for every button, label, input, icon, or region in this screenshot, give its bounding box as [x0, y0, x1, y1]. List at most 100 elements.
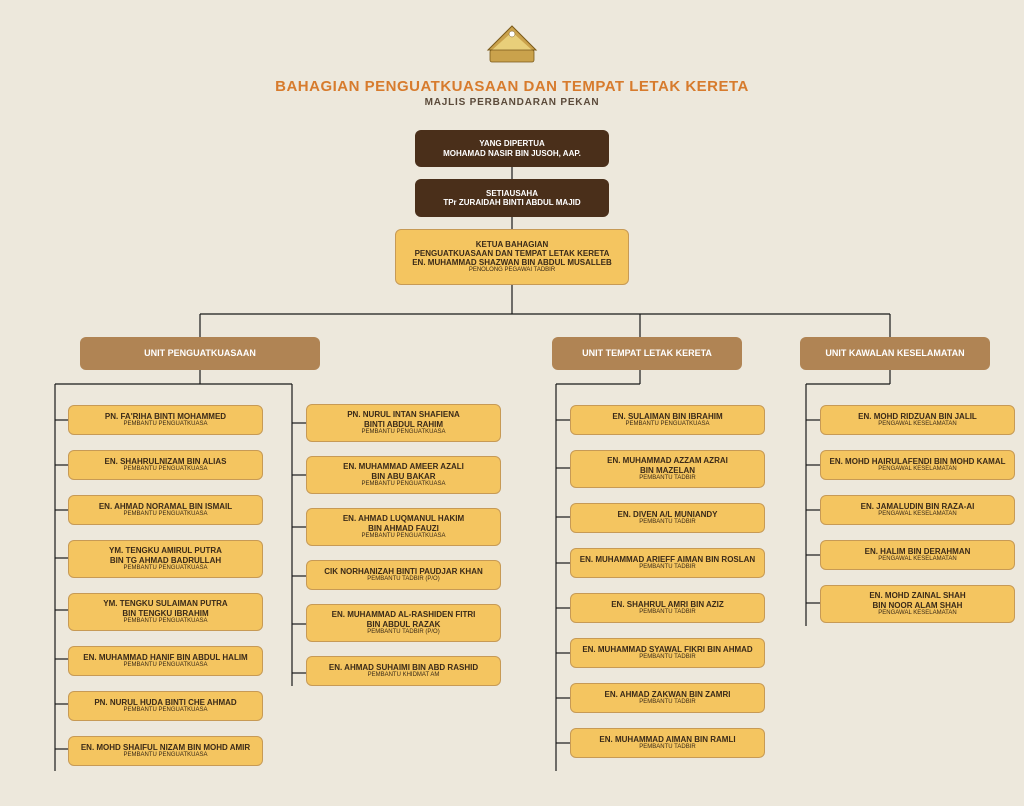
person-node: EN. DIVEN A/L MUNIANDYPEMBANTU TADBIR: [570, 503, 765, 533]
head-role: PENOLONG PEGAWAI TADBIR: [469, 267, 555, 274]
person-name: EN. MUHAMMAD SYAWAL FIKRI BIN AHMAD: [582, 645, 752, 654]
person-role: PEMBANTU TADBIR: [639, 744, 695, 751]
node-head: KETUA BAHAGIAN PENGUATKUASAAN DAN TEMPAT…: [395, 229, 629, 285]
person-name-2: BIN TENGKU IBRAHIM: [122, 609, 208, 618]
person-name: EN. SHAHRUL AMRI BIN AZIZ: [611, 600, 724, 609]
person-node: CIK NORHANIZAH BINTI PAUDJAR KHANPEMBANT…: [306, 560, 501, 590]
person-role: PEMBANTU PENGUATKUASA: [124, 707, 208, 714]
person-node: EN. MUHAMMAD ARIEFF AIMAN BIN ROSLANPEMB…: [570, 548, 765, 578]
person-node: EN. MUHAMMAD SYAWAL FIKRI BIN AHMADPEMBA…: [570, 638, 765, 668]
person-role: PEMBANTU PENGUATKUASA: [124, 466, 208, 473]
person-name: EN. AHMAD SUHAIMI BIN ABD RASHID: [329, 663, 478, 672]
person-name: EN. SHAHRULNIZAM BIN ALIAS: [105, 457, 227, 466]
person-name: EN. MUHAMMAD HANIF BIN ABDUL HALIM: [83, 653, 247, 662]
person-name: EN. AHMAD LUQMANUL HAKIM: [343, 514, 464, 523]
unit-header-keselamatan: UNIT KAWALAN KESELAMATAN: [800, 337, 990, 370]
person-role: PEMBANTU TADBIR: [639, 519, 695, 526]
person-name-2: BIN TG AHMAD BADRULLAH: [110, 556, 221, 565]
person-name: EN. HALIM BIN DERAHMAN: [865, 547, 971, 556]
person-node: EN. MUHAMMAD AZZAM AZRAIBIN MAZELANPEMBA…: [570, 450, 765, 488]
person-role: PENGAWAL KESELAMATAN: [878, 511, 956, 518]
unit-header-penguatkuasaan: UNIT PENGUATKUASAAN: [80, 337, 320, 370]
person-node: EN. MOHD HAIRULAFENDI BIN MOHD KAMALPENG…: [820, 450, 1015, 480]
unit3-label: UNIT KAWALAN KESELAMATAN: [825, 348, 964, 358]
person-node: EN. AHMAD NORAMAL BIN ISMAILPEMBANTU PEN…: [68, 495, 263, 525]
person-role: PENGAWAL KESELAMATAN: [878, 556, 956, 563]
person-role: PEMBANTU TADBIR (P/O): [367, 576, 439, 583]
person-role: PEMBANTU TADBIR (P/O): [367, 629, 439, 636]
person-role: PEMBANTU TADBIR: [639, 564, 695, 571]
person-role: PEMBANTU PENGUATKUASA: [124, 618, 208, 625]
person-node: EN. AHMAD ZAKWAN BIN ZAMRIPEMBANTU TADBI…: [570, 683, 765, 713]
person-name: YM. TENGKU AMIRUL PUTRA: [109, 546, 222, 555]
person-role: PEMBANTU PENGUATKUASA: [124, 752, 208, 759]
person-name: CIK NORHANIZAH BINTI PAUDJAR KHAN: [324, 567, 483, 576]
node-president: YANG DIPERTUA MOHAMAD NASIR BIN JUSOH, A…: [415, 130, 609, 167]
person-name: EN. MUHAMMAD AMEER AZALI: [343, 462, 464, 471]
person-node: PN. NURUL INTAN SHAFIENABINTI ABDUL RAHI…: [306, 404, 501, 442]
person-node: EN. MUHAMMAD AL-RASHIDEN FITRIBIN ABDUL …: [306, 604, 501, 642]
person-node: PN. NURUL HUDA BINTI CHE AHMADPEMBANTU P…: [68, 691, 263, 721]
person-name: EN. MOHD SHAIFUL NIZAM BIN MOHD AMIR: [81, 743, 250, 752]
connector-lines: [0, 0, 1024, 806]
person-node: EN. AHMAD LUQMANUL HAKIMBIN AHMAD FAUZIP…: [306, 508, 501, 546]
head-dept: PENGUATKUASAAN DAN TEMPAT LETAK KERETA: [415, 249, 610, 258]
person-node: EN. MUHAMMAD AMEER AZALIBIN ABU BAKARPEM…: [306, 456, 501, 494]
person-name: EN. MUHAMMAD ARIEFF AIMAN BIN ROSLAN: [580, 555, 755, 564]
person-node: EN. MUHAMMAD HANIF BIN ABDUL HALIMPEMBAN…: [68, 646, 263, 676]
head-name: EN. MUHAMMAD SHAZWAN BIN ABDUL MUSALLEB: [412, 258, 612, 267]
person-name: EN. MOHD RIDZUAN BIN JALIL: [858, 412, 977, 421]
person-role: PEMBANTU TADBIR: [639, 654, 695, 661]
person-role: PEMBANTU PENGUATKUASA: [124, 565, 208, 572]
person-node: YM. TENGKU SULAIMAN PUTRABIN TENGKU IBRA…: [68, 593, 263, 631]
person-name: PN. NURUL HUDA BINTI CHE AHMAD: [94, 698, 236, 707]
person-role: PEMBANTU PENGUATKUASA: [124, 662, 208, 669]
person-node: EN. SHAHRULNIZAM BIN ALIASPEMBANTU PENGU…: [68, 450, 263, 480]
person-role: PEMBANTU PENGUATKUASA: [362, 481, 446, 488]
person-node: YM. TENGKU AMIRUL PUTRABIN TG AHMAD BADR…: [68, 540, 263, 578]
person-node: EN. AHMAD SUHAIMI BIN ABD RASHIDPEMBANTU…: [306, 656, 501, 686]
person-name-2: BIN ABDUL RAZAK: [367, 620, 441, 629]
person-role: PENGAWAL KESELAMATAN: [878, 610, 956, 617]
unit-header-tlk: UNIT TEMPAT LETAK KERETA: [552, 337, 742, 370]
person-name: PN. NURUL INTAN SHAFIENA: [347, 410, 460, 419]
person-role: PEMBANTU PENGUATKUASA: [626, 421, 710, 428]
person-name: EN. DIVEN A/L MUNIANDY: [617, 510, 717, 519]
person-name-2: BIN NOOR ALAM SHAH: [873, 601, 963, 610]
person-role: PEMBANTU PENGUATKUASA: [362, 533, 446, 540]
person-role: PEMBANTU PENGUATKUASA: [124, 511, 208, 518]
person-node: EN. MOHD ZAINAL SHAHBIN NOOR ALAM SHAHPE…: [820, 585, 1015, 623]
person-role: PEMBANTU KHIDMAT AM: [368, 672, 440, 679]
president-name: MOHAMAD NASIR BIN JUSOH, AAP.: [443, 149, 581, 158]
person-name: EN. AHMAD NORAMAL BIN ISMAIL: [99, 502, 232, 511]
person-role: PENGAWAL KESELAMATAN: [878, 421, 956, 428]
person-name: EN. MUHAMMAD AL-RASHIDEN FITRI: [332, 610, 476, 619]
person-role: PENGAWAL KESELAMATAN: [878, 466, 956, 473]
person-name: YM. TENGKU SULAIMAN PUTRA: [103, 599, 227, 608]
person-role: PEMBANTU TADBIR: [639, 699, 695, 706]
person-role: PEMBANTU PENGUATKUASA: [124, 421, 208, 428]
person-name: EN. JAMALUDIN BIN RAZA-AI: [861, 502, 975, 511]
person-node: EN. MUHAMMAD AIMAN BIN RAMLIPEMBANTU TAD…: [570, 728, 765, 758]
person-name: EN. MOHD ZAINAL SHAH: [869, 591, 965, 600]
president-title: YANG DIPERTUA: [479, 139, 545, 148]
person-node: EN. MOHD SHAIFUL NIZAM BIN MOHD AMIRPEMB…: [68, 736, 263, 766]
person-node: EN. HALIM BIN DERAHMANPENGAWAL KESELAMAT…: [820, 540, 1015, 570]
person-name: EN. MUHAMMAD AZZAM AZRAI: [607, 456, 728, 465]
person-name: EN. AHMAD ZAKWAN BIN ZAMRI: [605, 690, 731, 699]
person-role: PEMBANTU TADBIR: [639, 609, 695, 616]
secretary-title: SETIAUSAHA: [486, 189, 538, 198]
person-name: EN. SULAIMAN BIN IBRAHIM: [612, 412, 722, 421]
person-node: EN. MOHD RIDZUAN BIN JALILPENGAWAL KESEL…: [820, 405, 1015, 435]
person-node: EN. SULAIMAN BIN IBRAHIMPEMBANTU PENGUAT…: [570, 405, 765, 435]
person-node: PN. FA'RIHA BINTI MOHAMMEDPEMBANTU PENGU…: [68, 405, 263, 435]
person-name-2: BIN MAZELAN: [640, 466, 695, 475]
person-role: PEMBANTU PENGUATKUASA: [362, 429, 446, 436]
head-title: KETUA BAHAGIAN: [476, 240, 549, 249]
person-node: EN. JAMALUDIN BIN RAZA-AIPENGAWAL KESELA…: [820, 495, 1015, 525]
person-name-2: BINTI ABDUL RAHIM: [364, 420, 443, 429]
unit1-label: UNIT PENGUATKUASAAN: [144, 348, 256, 358]
person-name: EN. MOHD HAIRULAFENDI BIN MOHD KAMAL: [830, 457, 1006, 466]
person-name-2: BIN AHMAD FAUZI: [368, 524, 439, 533]
unit2-label: UNIT TEMPAT LETAK KERETA: [582, 348, 712, 358]
